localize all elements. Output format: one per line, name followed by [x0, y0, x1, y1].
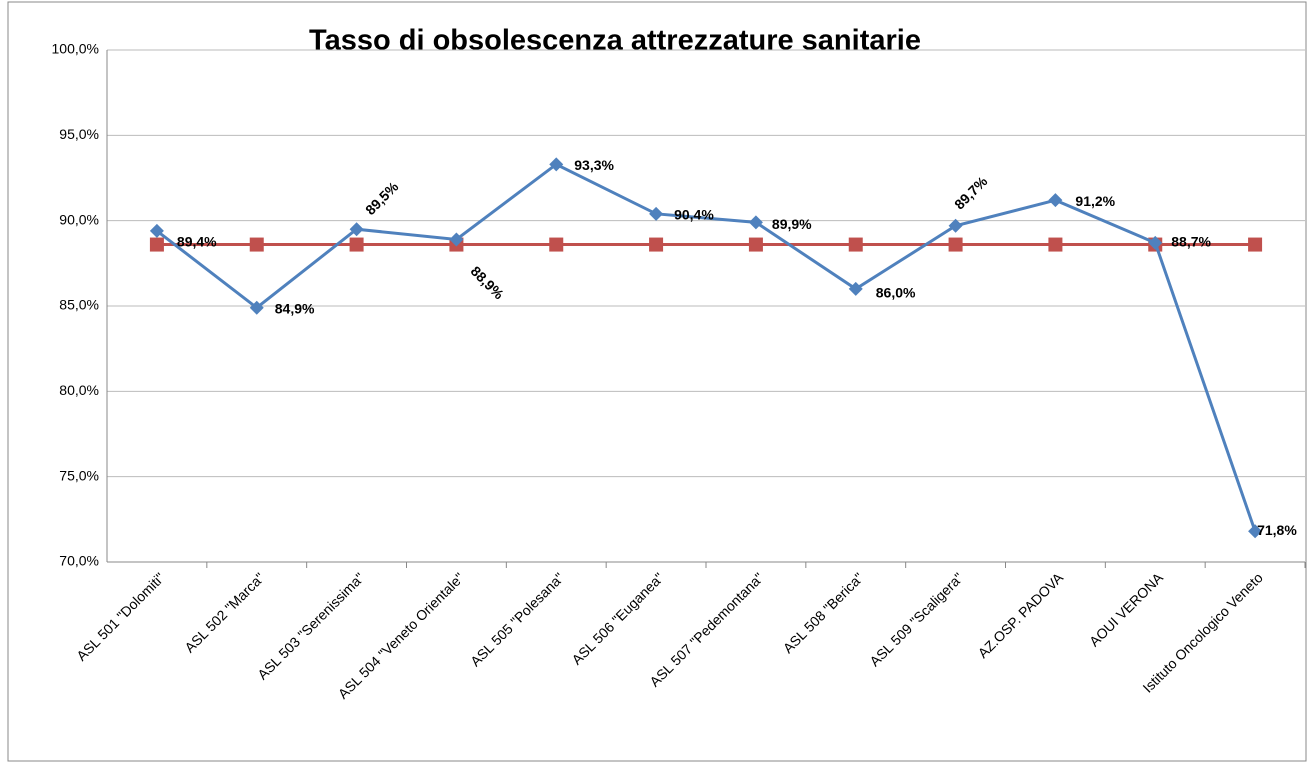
marker — [848, 237, 863, 252]
data-label: 89,9% — [772, 216, 812, 232]
y-tick-label: 70,0% — [59, 553, 99, 569]
marker — [1248, 524, 1263, 539]
marker — [748, 215, 763, 230]
series-line — [156, 162, 1257, 532]
data-label: 71,8% — [1257, 522, 1297, 538]
data-label: 90,4% — [674, 207, 714, 223]
marker — [948, 237, 963, 252]
marker — [549, 237, 564, 252]
chart-title: Tasso di obsolescenza attrezzature sanit… — [309, 25, 921, 57]
y-tick-label: 95,0% — [59, 126, 99, 142]
y-tick-label: 80,0% — [59, 382, 99, 398]
marker — [549, 157, 564, 172]
marker — [249, 237, 264, 252]
marker — [1048, 237, 1063, 252]
marker — [649, 206, 664, 221]
y-tick-label: 90,0% — [59, 211, 99, 227]
data-label: 93,3% — [574, 157, 614, 173]
marker — [948, 218, 963, 233]
data-label: 89,4% — [177, 234, 217, 250]
marker — [748, 237, 763, 252]
marker — [249, 300, 264, 315]
y-tick-label: 100,0% — [52, 41, 99, 57]
marker — [349, 222, 364, 237]
chart-border — [7, 1, 1307, 762]
data-label: 88,7% — [1171, 234, 1211, 250]
y-tick-label: 75,0% — [59, 467, 99, 483]
y-tick-label: 85,0% — [59, 297, 99, 313]
marker — [149, 237, 164, 252]
marker — [449, 232, 464, 247]
marker — [1048, 193, 1063, 208]
marker — [1148, 235, 1163, 250]
marker — [1248, 237, 1263, 252]
data-label: 86,0% — [876, 285, 916, 301]
marker — [349, 237, 364, 252]
data-label: 84,9% — [275, 300, 315, 316]
marker — [149, 223, 164, 238]
data-label: 91,2% — [1075, 193, 1115, 209]
marker — [649, 237, 664, 252]
marker — [848, 281, 863, 296]
